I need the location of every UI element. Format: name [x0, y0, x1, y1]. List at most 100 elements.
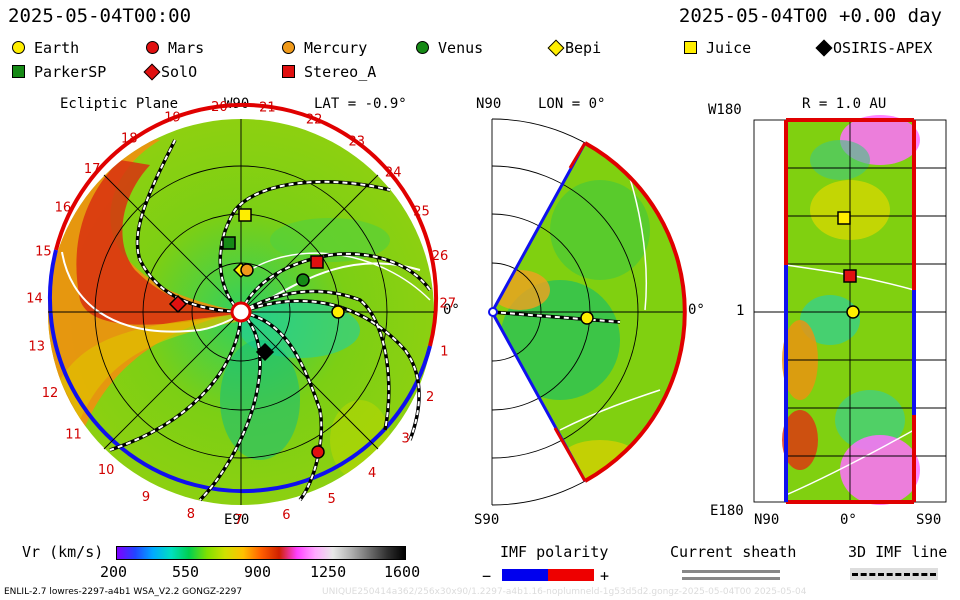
legend-label: Mars [168, 39, 205, 57]
rotation-number: 27 [440, 296, 457, 311]
rotation-number: 1 [440, 344, 448, 359]
rotation-number: 2 [426, 390, 434, 405]
legend-juice: Juice [684, 39, 751, 57]
footer-right: UNIQUE250414a362/256x30x90/1.2297-a4b1.1… [322, 587, 807, 597]
earth-marker-icon [12, 41, 25, 54]
colorbar-label: Vr (km/s) [22, 543, 104, 561]
stereo-a-marker [310, 255, 324, 269]
rotation-number: 25 [413, 205, 430, 220]
rotation-number: 4 [368, 466, 376, 481]
imf-polarity-label: IMF polarity [500, 543, 609, 561]
rotation-number: 12 [42, 386, 59, 401]
rotation-number: 24 [385, 166, 402, 181]
mercator-w180-label: W180 [708, 102, 742, 118]
rotation-number: 6 [282, 508, 290, 523]
osiris-apex-marker [255, 342, 275, 362]
legend-label: Juice [706, 39, 752, 57]
meridional-s90-label: S90 [474, 512, 500, 528]
mercator-zero-label: 0° [840, 512, 857, 528]
earth-marker-mercator [846, 305, 860, 319]
mercator-e180-label: E180 [710, 503, 744, 519]
legend-mars: Mars [146, 39, 204, 57]
legend-label: Earth [34, 39, 80, 57]
legend-label: Mercury [304, 39, 368, 57]
rotation-number: 23 [349, 134, 366, 149]
earth-marker-meridional [580, 311, 594, 325]
rotation-number: 26 [432, 249, 449, 264]
mercator-title: R = 1.0 AU [802, 96, 887, 112]
rotation-number: 19 [164, 111, 181, 126]
mercator-s90-label: S90 [916, 512, 942, 528]
legend-stereo-a: Stereo_A [282, 63, 376, 81]
parkersp-marker-icon [12, 65, 25, 78]
colorbar-tick: 1600 [384, 563, 421, 581]
venus-marker [296, 273, 310, 287]
rotation-number: 18 [121, 132, 138, 147]
rotation-number: 3 [401, 432, 409, 447]
meridional-n90-label: N90 [476, 96, 502, 112]
current-sheath-line [682, 577, 780, 580]
mars-marker [311, 445, 325, 459]
rotation-number: 5 [328, 492, 336, 507]
rotation-number: 17 [84, 162, 101, 177]
legend-label: Stereo_A [304, 63, 377, 81]
rotation-number: 16 [55, 200, 72, 215]
stereo-a-marker-icon [282, 65, 295, 78]
rotation-number: 15 [35, 244, 52, 259]
juice-marker-icon [684, 41, 697, 54]
legend-mercury: Mercury [282, 39, 367, 57]
venus-marker-icon [416, 41, 429, 54]
stereo-a-marker-mercator [843, 269, 857, 283]
colorbar-tick: 200 [100, 563, 128, 581]
rotation-number: 11 [65, 428, 82, 443]
rotation-numbers: 20 21222324252627123456789101112131415161… [26, 100, 456, 528]
rotation-number: 8 [187, 507, 195, 522]
legend-label: Bepi [565, 39, 602, 57]
colorbar-tick: 1250 [310, 563, 347, 581]
colorbar-tick: 550 [172, 563, 200, 581]
colorbar-tick: 900 [244, 563, 272, 581]
ecliptic-latitude: LAT = -0.9° [314, 96, 407, 112]
earth-marker [331, 305, 345, 319]
current-sheath-line [682, 570, 780, 573]
legend-parkersp: ParkerSP [12, 63, 106, 81]
solo-marker [168, 294, 188, 314]
imf-negative-swatch [502, 569, 548, 581]
timestamp: 2025-05-04T00:00 [8, 5, 192, 27]
legend-label: SolO [161, 63, 198, 81]
legend-label: OSIRIS-APEX [833, 39, 933, 57]
meridional-title: LON = 0° [538, 96, 606, 112]
legend-osiris-apex: OSIRIS-APEX [815, 39, 933, 57]
imf-positive-swatch [548, 569, 594, 581]
ecliptic-e90-label: E90 [224, 512, 250, 528]
imf-line-sample [852, 573, 936, 576]
sun-marker-meridional [488, 307, 498, 317]
mercury-marker [240, 263, 254, 277]
mercury-marker-icon [282, 41, 295, 54]
ecliptic-zero-label: 0° [443, 302, 460, 318]
legend-venus: Venus [416, 39, 483, 57]
footer-left: ENLIL-2.7 lowres-2297-a4b1 WSA_V2.2 GONG… [4, 587, 243, 597]
timestamp-offset: 2025-05-04T00 +0.00 day [678, 5, 942, 27]
rotation-number: 22 [306, 112, 323, 127]
parkersp-marker [222, 236, 236, 250]
rotation-number: 20 [211, 100, 228, 115]
mercator-n90-label: N90 [754, 512, 780, 528]
rotation-number: 10 [98, 463, 115, 478]
rotation-number: 7 [234, 513, 242, 528]
rotation-number: 14 [26, 292, 43, 307]
rotation-number: 13 [28, 340, 45, 355]
current-sheath-label: Current sheath [670, 543, 797, 561]
ecliptic-title: Ecliptic Plane [60, 96, 179, 112]
rotation-number: 21 [259, 101, 276, 116]
legend-label: Venus [438, 39, 484, 57]
legend-bepi: Bepi [547, 39, 602, 57]
meridional-zero-label: 0° [688, 302, 705, 318]
imf-plus-label: + [600, 567, 610, 585]
sun-marker [230, 301, 252, 323]
mars-marker-icon [146, 41, 159, 54]
legend-label: ParkerSP [34, 63, 107, 81]
rotation-number: 9 [142, 490, 150, 505]
velocity-colorbar [116, 546, 406, 560]
